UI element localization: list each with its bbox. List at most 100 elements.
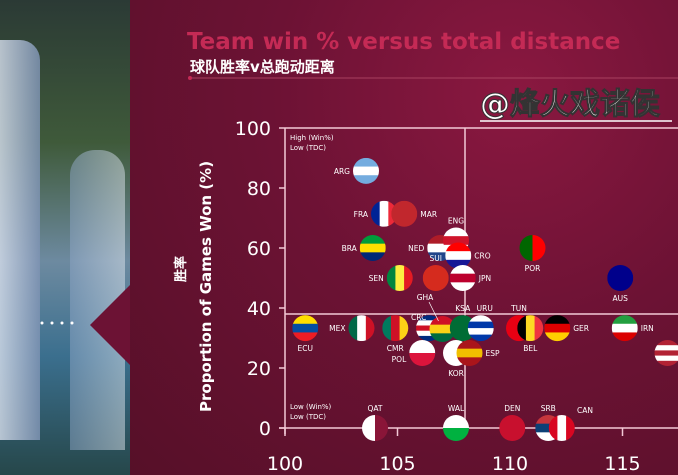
flag-sen-icon (386, 265, 413, 291)
data-point-irn: IRN (611, 315, 654, 342)
point-label: MAR (420, 210, 437, 219)
flag-stripe (357, 315, 367, 342)
chart-subtitle: 球队胜率v总跑动距离 (190, 58, 335, 76)
flag-stripe (517, 315, 527, 342)
point-label: POR (525, 264, 541, 273)
data-point-jpn: JPN (449, 265, 491, 291)
flag-stripe (535, 432, 562, 441)
flag-stripe (544, 323, 571, 333)
data-point-uru: URU (467, 304, 494, 342)
data-point-bra: BRA (342, 235, 386, 261)
x-tick-label: 105 (379, 453, 415, 475)
point-label: IRN (641, 324, 654, 333)
flag-stripe (409, 353, 436, 366)
point-label: DEN (504, 404, 520, 413)
flag-stripe (654, 355, 678, 362)
flag-stripe (443, 236, 469, 246)
flag-stripe (445, 242, 472, 252)
data-point-qat: QAT (362, 404, 388, 441)
flag-stripe (654, 350, 678, 357)
flag-stripe (449, 282, 476, 291)
flag-stripe (525, 315, 536, 342)
flag-qat-icon (362, 415, 388, 441)
point-label: GHA (417, 293, 434, 302)
flag-stripe (395, 265, 405, 291)
flag-stripe (427, 243, 454, 253)
flag-stripe (353, 157, 379, 168)
flag-stripe (375, 415, 388, 441)
point-label: ESP (486, 349, 500, 358)
data-point-mex: MEX (329, 315, 375, 342)
flag-stripe (427, 252, 454, 261)
flag-wal-icon (443, 415, 469, 441)
flag-stripe (532, 235, 546, 261)
player-figure (0, 40, 40, 440)
point-label: SEN (369, 274, 384, 283)
data-point-pol: POL (392, 340, 436, 366)
point-label: ECU (298, 344, 313, 353)
data-point-sen: SEN (369, 265, 413, 291)
point-label: CAN (577, 406, 593, 415)
flag-gha-icon (429, 316, 456, 342)
data-point-sui: SUI (422, 254, 449, 291)
flag-stripe (445, 251, 472, 261)
flag-irn-icon (611, 315, 638, 342)
y-axis-label-cn: 胜率 (173, 256, 189, 282)
flag-stripe (427, 235, 454, 245)
point-label: ARG (334, 167, 350, 176)
data-point-den: DEN (499, 404, 526, 441)
flag-stripe (544, 332, 571, 342)
chart-panel (130, 0, 678, 475)
point-label: SUI (430, 254, 442, 263)
data-point-arg: ARG (334, 157, 379, 184)
flag-ger-icon (544, 315, 571, 342)
flag-stripe (534, 315, 544, 342)
flag-stripe (359, 235, 386, 245)
flag-stripe (519, 235, 533, 261)
point-label: BEL (523, 344, 538, 353)
flag-stripe (416, 325, 442, 332)
data-point-por: POR (519, 235, 546, 273)
flag-stripe (292, 323, 319, 333)
flag-stripe (467, 328, 494, 336)
point-label: CRC (411, 313, 426, 322)
watermark: @烽火戏诸侯 (480, 87, 660, 122)
quadrant-label-bottom-left-line2: Low (TDC) (290, 413, 326, 421)
flag-jpn-icon (449, 265, 476, 291)
flag-stripe (443, 415, 469, 429)
point-label: CRO (474, 252, 490, 261)
flag-stripe (416, 335, 442, 342)
y-tick-label: 60 (247, 238, 271, 260)
x-tick-label: 115 (604, 453, 640, 475)
flag-crc-icon (416, 315, 442, 342)
point-label: WAL (448, 404, 465, 413)
flag-stripe (456, 348, 483, 358)
flag-ecu-icon (292, 315, 319, 342)
point-label: JPN (478, 274, 491, 283)
flag-cro-icon (445, 242, 472, 269)
data-point-usa: USA (654, 340, 678, 366)
flag-uru-icon (467, 315, 494, 342)
point-label: AUS (613, 294, 629, 303)
flag-ned-icon (427, 235, 454, 261)
flag-stripe (607, 265, 634, 291)
flag-stripe (365, 315, 375, 342)
quadrant-label-top-left-line2: Low (TDC) (290, 144, 326, 152)
flag-stripe (548, 415, 558, 441)
flag-stripe (456, 357, 483, 366)
data-point-ecu: ECU (292, 315, 319, 353)
flag-stripe (467, 334, 494, 342)
flag-bra-icon (359, 235, 386, 261)
flag-stripe (409, 340, 436, 354)
flag-cmr-icon (382, 315, 409, 342)
flag-stripe (535, 423, 562, 433)
point-label: BRA (342, 244, 358, 253)
flag-esp-icon (456, 340, 483, 366)
flag-stripe (499, 415, 526, 441)
flag-stripe (611, 332, 638, 342)
point-label: SRB (541, 404, 556, 413)
flag-stripe (362, 415, 376, 441)
panel-arrow (90, 285, 130, 365)
flag-stripe (353, 175, 379, 184)
